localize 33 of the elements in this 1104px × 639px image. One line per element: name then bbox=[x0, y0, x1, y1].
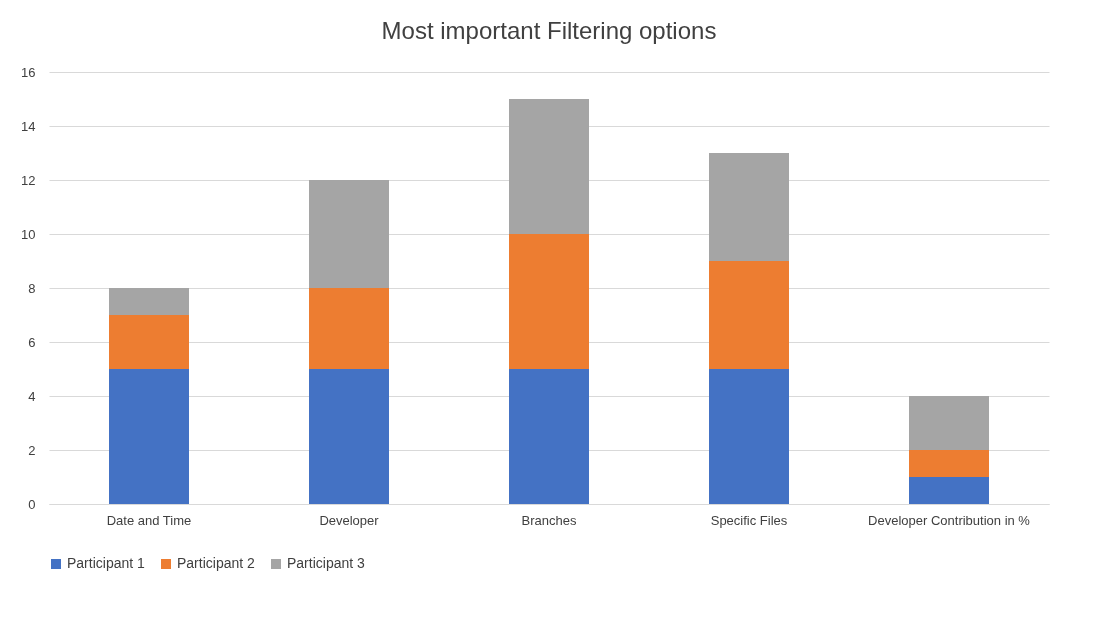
bar bbox=[509, 369, 589, 504]
bar bbox=[909, 450, 989, 477]
bar bbox=[909, 396, 989, 450]
y-tick-label: 4 bbox=[28, 388, 36, 404]
bar bbox=[109, 315, 189, 369]
bar bbox=[709, 369, 789, 504]
bar bbox=[509, 234, 589, 369]
bar bbox=[309, 180, 389, 288]
legend-label: Participant 2 bbox=[177, 555, 256, 571]
bar bbox=[709, 261, 789, 369]
x-tick-label: Specific Files bbox=[710, 512, 788, 528]
x-tick-label: Date and Time bbox=[106, 512, 192, 528]
y-tick-label: 0 bbox=[28, 496, 36, 512]
y-tick-label: 14 bbox=[21, 118, 36, 134]
y-tick-label: 2 bbox=[28, 442, 36, 458]
y-tick-label: 8 bbox=[28, 280, 36, 296]
legend-label: Participant 1 bbox=[67, 555, 146, 571]
x-tick-label: Branches bbox=[521, 512, 577, 528]
y-tick-label: 16 bbox=[21, 64, 36, 80]
bar bbox=[109, 369, 189, 504]
bar bbox=[509, 99, 589, 234]
bar bbox=[709, 153, 789, 261]
x-tick-label: Developer Contribution in % bbox=[868, 512, 1031, 528]
y-tick-label: 10 bbox=[21, 226, 36, 242]
legend-label: Participant 3 bbox=[287, 555, 366, 571]
bar bbox=[309, 288, 389, 369]
chart-title: Most important Filtering options bbox=[381, 17, 717, 44]
bar bbox=[109, 288, 189, 315]
bar bbox=[909, 477, 989, 504]
y-tick-label: 6 bbox=[28, 334, 36, 350]
y-tick-label: 12 bbox=[21, 172, 36, 188]
x-tick-label: Developer bbox=[319, 512, 380, 528]
bar bbox=[309, 369, 389, 504]
